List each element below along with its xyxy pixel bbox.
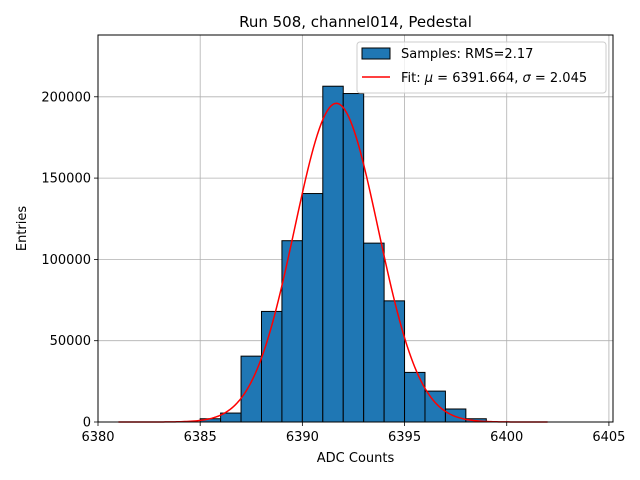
histogram-bar — [404, 371, 426, 423]
y-tick-label: 150000 — [41, 172, 91, 187]
y-tick-label: 50000 — [50, 334, 91, 349]
histogram-bar — [363, 242, 385, 423]
y-axis-ticks: 0 50000 100000 150000 200000 — [41, 90, 98, 431]
y-tick-label: 200000 — [41, 90, 91, 105]
x-tick-label: 6385 — [184, 430, 217, 445]
histogram-bar — [444, 408, 467, 423]
x-tick-label: 6390 — [286, 430, 319, 445]
y-tick-label: 100000 — [41, 253, 91, 268]
histogram-bar — [281, 240, 303, 423]
plot-frame — [97, 34, 614, 423]
histogram-bar — [301, 193, 324, 423]
histogram-bar — [424, 390, 446, 423]
legend: Samples: RMS=2.17 Fit: μ = 6391.664, σ =… — [356, 41, 607, 94]
legend-fit-label: Fit: μ = 6391.664, σ = 2.045 — [401, 71, 587, 86]
histogram-bar — [342, 93, 365, 423]
x-tick-label: 6395 — [388, 430, 421, 445]
legend-samples-swatch — [361, 47, 391, 60]
x-axis-ticks: 6380 6385 6390 6395 6400 6405 — [81, 422, 625, 445]
y-axis-label: Entries — [15, 206, 30, 252]
histogram-bar — [383, 300, 406, 423]
x-tick-label: 6380 — [81, 430, 114, 445]
y-tick-label: 0 — [83, 416, 91, 431]
chart-title: Run 508, channel014, Pedestal — [239, 13, 472, 31]
legend-samples-label: Samples: RMS=2.17 — [401, 47, 533, 62]
fit-curve — [118, 102, 548, 423]
legend-box — [356, 41, 607, 94]
x-tick-label: 6405 — [592, 430, 625, 445]
x-axis-label: ADC Counts — [317, 451, 395, 466]
x-tick-label: 6400 — [490, 430, 523, 445]
histogram-bars — [199, 85, 487, 423]
histogram-bar — [322, 85, 344, 423]
